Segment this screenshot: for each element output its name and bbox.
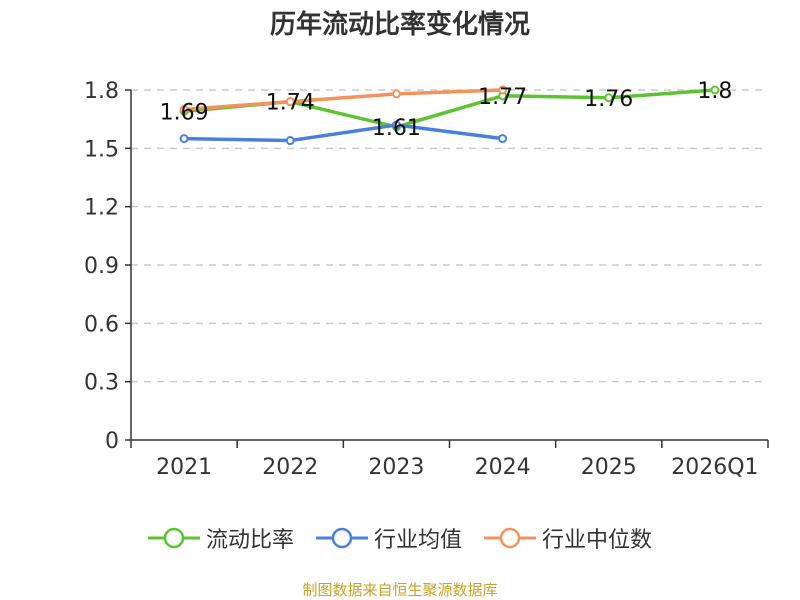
chart-title: 历年流动比率变化情况 xyxy=(269,10,530,40)
source-note: 制图数据来自恒生聚源数据库 xyxy=(302,581,498,599)
legend-item-industry-median[interactable]: 行业中位数 xyxy=(484,522,652,554)
legend-label-industry-mean: 行业均值 xyxy=(373,528,462,553)
y-tick-label: 0 xyxy=(105,429,119,454)
y-tick-label: 1.8 xyxy=(84,79,119,104)
point-industry-mean xyxy=(498,134,508,144)
data-label: 1.8 xyxy=(697,79,732,104)
data-label: 1.61 xyxy=(372,116,421,141)
line-industry-mean xyxy=(184,123,503,143)
data-label: 1.69 xyxy=(160,100,209,125)
x-tick-label: 2026Q1 xyxy=(671,455,758,480)
x-tick-label: 2023 xyxy=(368,455,424,480)
y-tick-label: 0.3 xyxy=(84,371,119,396)
y-tick-label: 0.6 xyxy=(84,312,119,337)
legend-swatch-industry-mean xyxy=(315,527,368,549)
point-industry-median xyxy=(179,104,189,114)
legend-item-current-ratio[interactable]: 流动比率 xyxy=(147,522,294,554)
legend-swatch-current-ratio xyxy=(147,527,200,549)
data-label: 1.77 xyxy=(478,85,527,110)
data-label: 1.76 xyxy=(584,87,633,112)
point-industry-mean xyxy=(179,134,189,144)
y-tick-label: 1.5 xyxy=(84,137,119,162)
line-current-ratio xyxy=(183,88,716,129)
legend-label-current-ratio: 流动比率 xyxy=(205,528,294,553)
point-current-ratio xyxy=(604,93,614,103)
point-current-ratio xyxy=(710,85,720,95)
y-tick-label: 1.2 xyxy=(84,196,119,221)
y-tick-label: 0.9 xyxy=(84,254,119,279)
x-tick-label: 2025 xyxy=(581,455,637,480)
x-tick-label: 2021 xyxy=(156,455,212,480)
point-industry-median xyxy=(498,85,508,95)
x-tick-label: 2024 xyxy=(475,455,531,480)
data-label: 1.74 xyxy=(266,91,315,116)
legend: 流动比率 行业均值 行业中位数 xyxy=(0,522,800,554)
point-industry-median xyxy=(391,89,401,99)
point-industry-median xyxy=(285,97,295,107)
legend-swatch-industry-median xyxy=(484,527,536,549)
point-industry-mean xyxy=(285,136,295,146)
legend-item-industry-mean[interactable]: 行业均值 xyxy=(315,522,462,554)
line-industry-median xyxy=(183,88,503,112)
legend-label-industry-median: 行业中位数 xyxy=(542,528,653,553)
point-industry-mean xyxy=(391,120,401,130)
x-tick-label: 2022 xyxy=(262,455,318,480)
